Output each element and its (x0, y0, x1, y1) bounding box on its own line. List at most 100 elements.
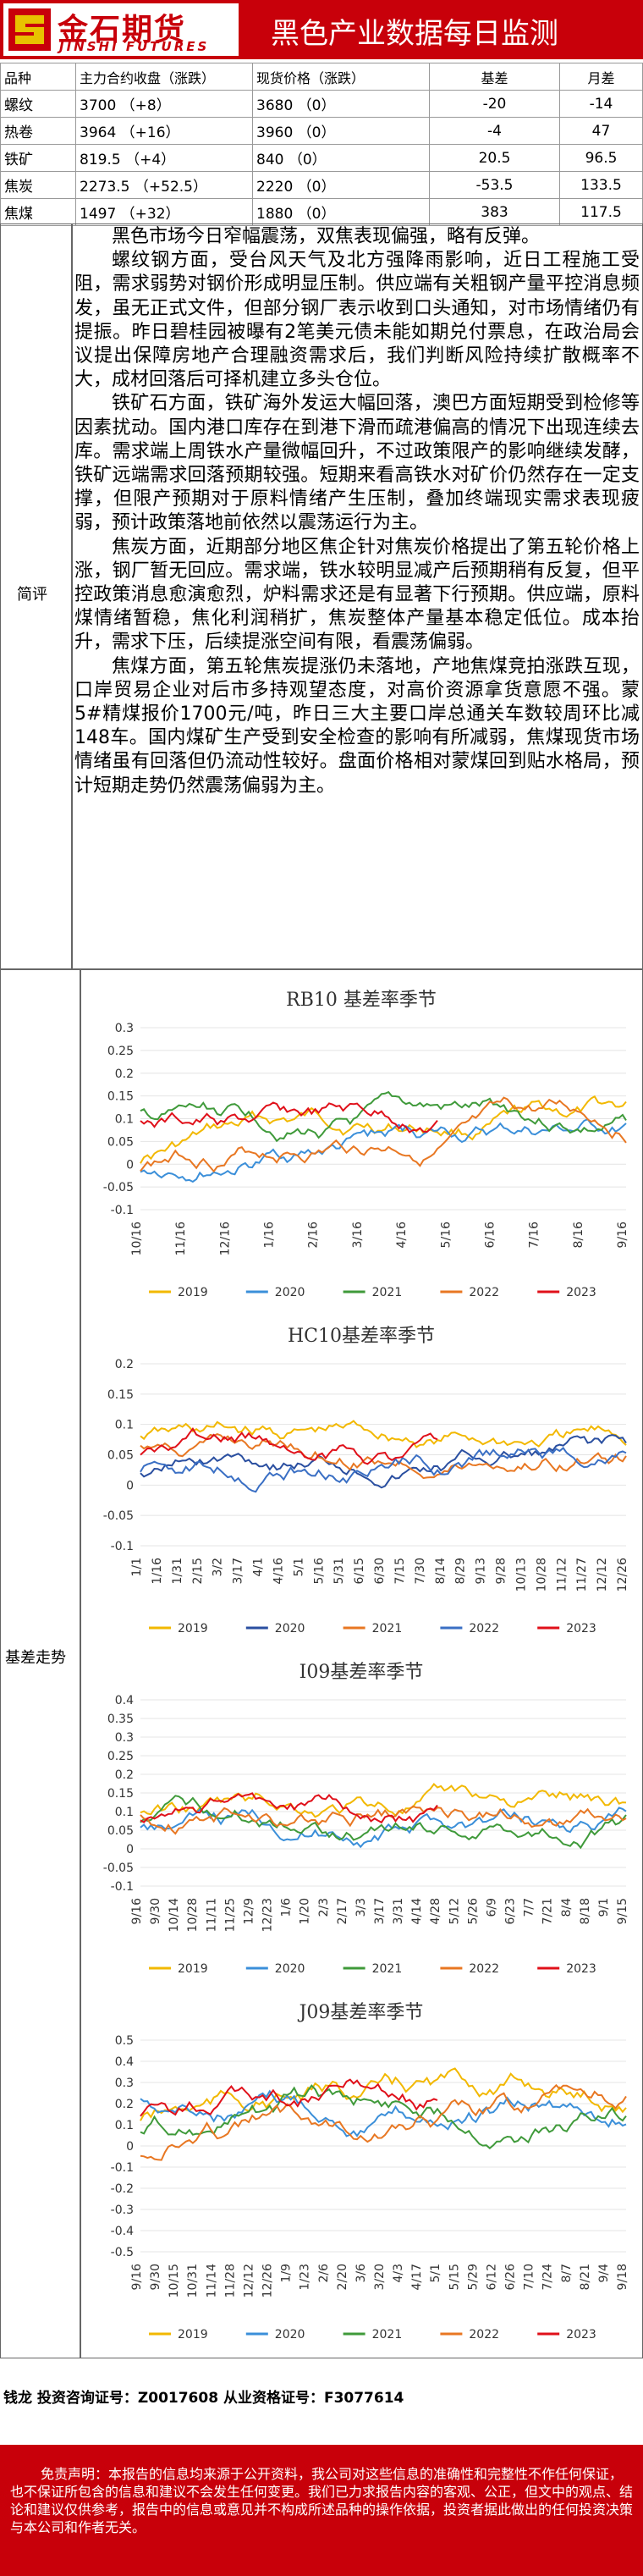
table-cell: 3964 （+16） (75, 117, 253, 145)
hc10-basis-chart: HC10基差率季节 0.2 0.15 0.1 0.05 0 -0.05 -0.1 1/1 1/16… (81, 1313, 641, 1647)
table-cell: 2220 （0） (252, 171, 430, 199)
basis-label: 基差走势 (5, 1649, 66, 1667)
y-tick-label: 0.2 (115, 1768, 134, 1782)
x-tick-label: 10/14 (168, 1898, 181, 1932)
i09-basis-chart: I09基差率季节 0.4 0.35 0.3 0.25 0.2 0.15 0.1 0.05 0 -0.… (81, 1649, 641, 1988)
table-cell: 螺纹 (0, 90, 76, 118)
x-tick-label: 7/10 (523, 2264, 536, 2290)
x-tick-label: 3/17 (373, 1898, 387, 1924)
x-tick-label: 4/1 (252, 1558, 266, 1577)
x-tick-label: 11/11 (205, 1898, 218, 1932)
series-line (140, 1420, 627, 1448)
market-commentary: 黑色市场今日窄幅震荡，双焦表现偏强，略有反弹。 螺纹钢方面，受台风天气及北方强降… (74, 225, 640, 798)
x-tick-label: 2/3 (317, 1898, 331, 1917)
y-tick-label: -0.1 (111, 1204, 134, 1217)
y-tick-label: -0.1 (111, 1880, 134, 1894)
x-tick-label: 9/1 (597, 1898, 611, 1917)
y-tick-label: 0 (126, 1843, 134, 1856)
x-tick-label: 5/15 (448, 2264, 461, 2290)
header-cell: 基差 (429, 63, 560, 91)
legend-label: 2023 (566, 2328, 596, 2342)
x-tick-label: 10/31 (186, 2264, 200, 2297)
legend-label: 2023 (566, 1286, 596, 1299)
report-header: 金石期货 JINSHI FUTURES 黑色产业数据每日监测（8.9） (0, 0, 643, 92)
legend-label: 2020 (275, 1962, 305, 1976)
table-cell: 383 (429, 198, 560, 226)
x-tick-label: 3/2 (212, 1558, 225, 1577)
y-tick-label: 0 (126, 1479, 134, 1492)
y-tick-label: 0.25 (107, 1045, 134, 1058)
table-cell: 20.5 (429, 144, 560, 172)
y-tick-label: -0.1 (111, 2161, 134, 2175)
x-tick-label: 2/15 (191, 1558, 205, 1584)
chart-title: RB10 基差率季节 (286, 990, 437, 1011)
table-cell: 3700 （+8） (75, 90, 253, 118)
y-tick-label: -0.2 (111, 2182, 134, 2196)
legend-label: 2021 (372, 2328, 403, 2342)
table-cell: 96.5 (559, 144, 643, 172)
x-tick-label: 12/12 (242, 2264, 256, 2297)
x-tick-label: 10/16 (130, 1222, 144, 1255)
x-tick-label: 11/12 (555, 1558, 569, 1591)
x-tick-label: 1/9 (280, 2264, 294, 2283)
table-cell: 热卷 (0, 117, 76, 145)
x-tick-label: 4/28 (429, 1898, 442, 1924)
y-tick-label: 0.3 (115, 1022, 134, 1035)
chart-title: J09基差率季节 (298, 2002, 424, 2023)
x-tick-label: 8/16 (572, 1222, 585, 1249)
x-tick-label: 5/26 (466, 1898, 480, 1925)
x-tick-label: 12/26 (261, 2264, 275, 2297)
x-tick-label: 10/28 (535, 1558, 548, 1591)
y-tick-label: -0.4 (111, 2225, 134, 2238)
table-row: 铁矿 819.5 （+4） 840 （0） 20.5 96.5 (0, 144, 643, 172)
y-tick-label: -0.5 (111, 2246, 134, 2259)
x-tick-label: 2/16 (307, 1222, 321, 1249)
x-tick-label: 9/18 (616, 2264, 629, 2290)
x-tick-label: 11/28 (223, 2264, 237, 2297)
series-line (140, 1101, 438, 1134)
series-line (140, 2089, 627, 2137)
legend-label: 2023 (566, 1622, 596, 1636)
y-tick-label: 0.15 (107, 1388, 134, 1402)
series-line (140, 1807, 627, 1849)
table-cell: 840 （0） (252, 144, 430, 172)
legend-label: 2019 (178, 2328, 208, 2342)
y-tick-label: 0.35 (107, 1713, 134, 1726)
x-tick-label: 1/16 (263, 1222, 277, 1249)
comment-label: 简评 (17, 586, 47, 604)
x-tick-label: 12/16 (218, 1222, 232, 1255)
commentary-paragraph: 螺纹钢方面，受台风天气及北方强降雨影响，近日工程施工受阻，需求弱势对钢价形成明显… (74, 250, 640, 391)
x-tick-label: 7/30 (414, 1558, 427, 1584)
y-tick-label: 0.4 (115, 1694, 134, 1707)
y-tick-label: 0.05 (107, 1824, 134, 1838)
y-tick-label: 0.1 (115, 1113, 134, 1127)
header-cell: 品种 (0, 63, 76, 91)
x-tick-label: 7/16 (528, 1222, 541, 1249)
table-row: 热卷 3964 （+16） 3960 （0） -4 47 (0, 117, 643, 145)
x-tick-label: 8/18 (579, 1898, 592, 1924)
x-tick-label: 10/13 (514, 1558, 528, 1591)
y-tick-label: 0.1 (115, 2119, 134, 2132)
x-tick-label: 9/30 (149, 1898, 162, 1924)
analyst-credentials: 钱龙 投资咨询证号：Z0017608 从业资格证号：F3077614 (3, 2390, 404, 2407)
disclaimer-box: 免责声明：本报告的信息均来源于公开资料，我公司对这些信息的准确性和完整性不作任何… (0, 2445, 643, 2576)
x-tick-label: 10/15 (168, 2264, 181, 2297)
table-row: 焦炭 2273.5 （+52.5） 2220 （0） -53.5 133.5 (0, 171, 643, 199)
x-tick-label: 11/14 (205, 2264, 218, 2297)
x-tick-label: 4/17 (410, 2264, 424, 2290)
x-tick-label: 7/21 (541, 1898, 555, 1924)
y-tick-label: 0.2 (115, 2098, 134, 2111)
x-tick-label: 5/1 (292, 1558, 305, 1577)
x-tick-label: 9/16 (130, 1898, 144, 1925)
legend-label: 2023 (566, 1962, 596, 1976)
y-tick-label: 0.25 (107, 1750, 134, 1763)
y-tick-label: -0.3 (111, 2204, 134, 2217)
series-line (140, 1434, 627, 1489)
y-tick-label: 0.15 (107, 1787, 134, 1801)
x-tick-label: 9/13 (475, 1558, 488, 1584)
legend-label: 2021 (372, 1622, 403, 1636)
table-cell: 47 (559, 117, 643, 145)
y-tick-label: -0.05 (103, 1862, 134, 1875)
series-line (140, 1090, 627, 1143)
chart-title: HC10基差率季节 (288, 1326, 435, 1347)
